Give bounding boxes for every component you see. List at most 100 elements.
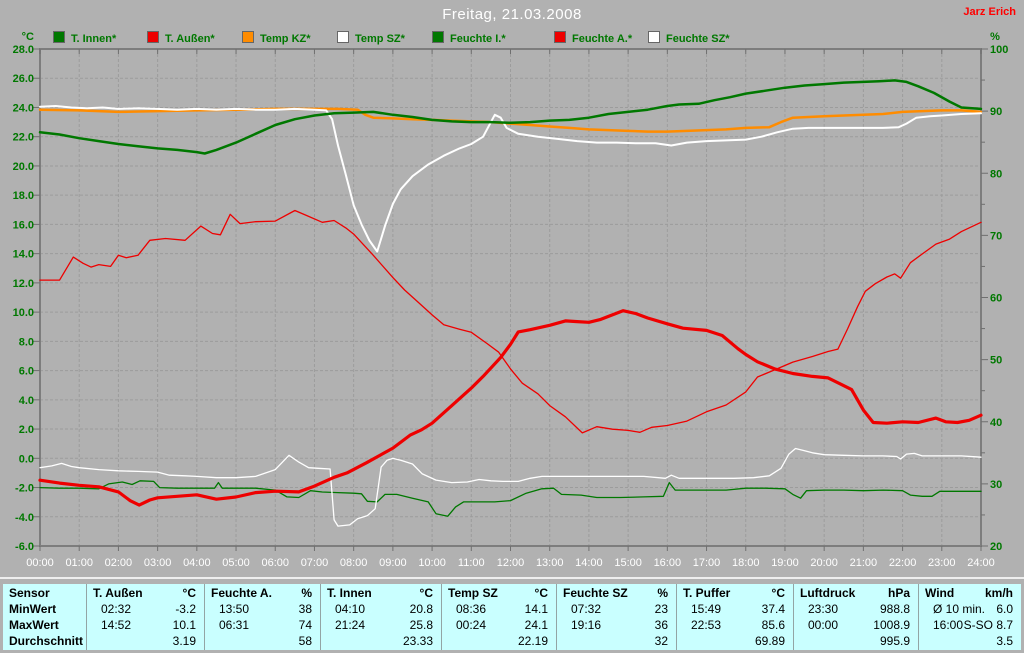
table-cell: 37.4	[761, 602, 785, 616]
table-row: 23.33	[321, 633, 441, 649]
left-axis-label: 0.0	[19, 453, 34, 465]
table-row: 06:31 74	[205, 617, 320, 633]
legend-label: Feuchte I.*	[450, 33, 506, 45]
table-cell: 995.9	[879, 634, 910, 648]
table-cell: 25.8	[409, 618, 433, 632]
table-cell: MaxWert	[9, 618, 59, 632]
table-cell: 08:36	[456, 602, 487, 616]
table-cell: 58	[298, 634, 312, 648]
right-axis-label: 100	[990, 44, 1008, 56]
table-column-wind: Wind km/h Ø 10 min. 6.0 16:00 S-SO 8.7 3.5	[919, 584, 1021, 650]
table-cell: T. Außen	[93, 586, 143, 600]
table-cell: 00:00	[808, 618, 839, 632]
table-cell: 988.8	[879, 602, 910, 616]
legend-item: T. Außen*	[147, 29, 215, 45]
right-axis-label: 20	[990, 541, 1002, 553]
table-cell: 16:00	[933, 618, 964, 632]
table-cell: 02:32	[101, 602, 132, 616]
left-axis-label: 14.0	[13, 249, 34, 261]
legend-swatch-icon	[147, 31, 159, 43]
table-cell: 85.6	[761, 618, 785, 632]
series-line-feuchte-sz	[39, 447, 982, 527]
chart-legend: T. Innen* T. Außen* Temp KZ* Temp SZ* Feucht…	[0, 29, 1024, 45]
table-row: 58	[205, 633, 320, 649]
x-axis-label: 12:00	[497, 557, 525, 569]
legend-swatch-icon	[554, 31, 566, 43]
table-column-sensor: Sensor MinWert MaxWert Durchschnitt	[3, 584, 87, 650]
table-cell: 74	[298, 618, 312, 632]
x-axis-label: 10:00	[418, 557, 446, 569]
x-axis-label: 18:00	[732, 557, 760, 569]
table-cell: 19:16	[571, 618, 602, 632]
left-axis-label: 18.0	[13, 190, 34, 202]
table-cell: %	[657, 586, 668, 600]
x-axis-label: 19:00	[771, 557, 799, 569]
left-axis-label: 28.0	[13, 44, 34, 56]
legend-swatch-icon	[242, 31, 254, 43]
x-axis-label: 14:00	[575, 557, 603, 569]
series-line-feuchte-a-	[39, 209, 982, 434]
x-axis-label: 21:00	[850, 557, 878, 569]
legend-swatch-icon	[648, 31, 660, 43]
table-cell: 3.19	[172, 634, 196, 648]
left-axis-label: 10.0	[13, 307, 34, 319]
x-axis-label: 08:00	[340, 557, 368, 569]
table-cell: Luftdruck	[800, 586, 856, 600]
left-axis-label: -2.0	[15, 483, 34, 495]
table-column-t-au-en: T. Außen °C 02:32 -3.2 14:52 10.1 3.19	[87, 584, 205, 650]
table-row: T. Puffer °C	[677, 585, 793, 601]
legend-item: Feuchte A.*	[554, 29, 632, 45]
table-column-feuchte-a-: Feuchte A.% 13:50 38 06:31 74 58	[205, 584, 321, 650]
left-axis-label: -4.0	[15, 512, 34, 524]
x-axis-label: 13:00	[536, 557, 564, 569]
right-axis-label: 40	[990, 417, 1002, 429]
table-cell: T. Puffer	[683, 586, 731, 600]
chart-svg: 28.0 26.0 24.0 22.0 20.0 18.0 16.0 14.0 12.0 10.0…	[13, 31, 1009, 569]
x-axis-label: 22:00	[889, 557, 917, 569]
table-row: MaxWert	[3, 617, 86, 633]
table-cell	[683, 633, 691, 649]
table-row: 21:24 25.8	[321, 617, 441, 633]
table-cell: T. Innen	[327, 586, 372, 600]
legend-swatch-icon	[337, 31, 349, 43]
table-row: 22.19	[442, 633, 556, 649]
table-cell: 07:32	[571, 602, 602, 616]
table-row: 995.9	[794, 633, 918, 649]
table-cell: 32	[654, 634, 668, 648]
table-row: 14:52 10.1	[87, 617, 204, 633]
left-axis-label: 26.0	[13, 73, 34, 85]
legend-swatch-icon	[432, 31, 444, 43]
left-axis-label: 12.0	[13, 278, 34, 290]
table-row: 00:24 24.1	[442, 617, 556, 633]
author-name: Jarz Erich	[963, 6, 1016, 18]
table-cell: Sensor	[9, 586, 50, 600]
table-cell: °C	[771, 586, 785, 600]
series-line-feuchte-i-	[39, 480, 982, 517]
table-cell: 06:31	[219, 618, 250, 632]
table-row: 02:32 -3.2	[87, 601, 204, 617]
table-cell	[563, 633, 571, 649]
right-axis-label: 50	[990, 355, 1002, 367]
left-axis-label: 16.0	[13, 219, 34, 231]
x-axis-label: 20:00	[810, 557, 838, 569]
legend-item: T. Innen*	[53, 29, 117, 45]
table-row: 04:10 20.8	[321, 601, 441, 617]
right-axis-label: 30	[990, 479, 1002, 491]
series-line-t-innen	[38, 79, 983, 155]
legend-label: T. Innen*	[71, 33, 117, 45]
table-cell	[211, 633, 219, 649]
table-row: T. Außen °C	[87, 585, 204, 601]
table-row: Luftdruck hPa	[794, 585, 918, 601]
table-row: T. Innen °C	[321, 585, 441, 601]
series-line-temp-kz	[38, 107, 983, 133]
table-cell: 23	[654, 602, 668, 616]
left-axis-unit: °C	[22, 31, 34, 43]
table-column-feuchte-sz: Feuchte SZ% 07:32 23 19:16 36 32	[557, 584, 677, 650]
table-cell: Durchschnitt	[9, 634, 84, 648]
legend-item: Feuchte I.*	[432, 29, 506, 45]
x-axis-label: 06:00	[261, 557, 289, 569]
table-cell: 23:30	[808, 602, 839, 616]
table-cell: S-SO 8.7	[963, 618, 1013, 632]
left-axis-label: 24.0	[13, 102, 34, 114]
table-row: Wind km/h	[919, 585, 1021, 601]
